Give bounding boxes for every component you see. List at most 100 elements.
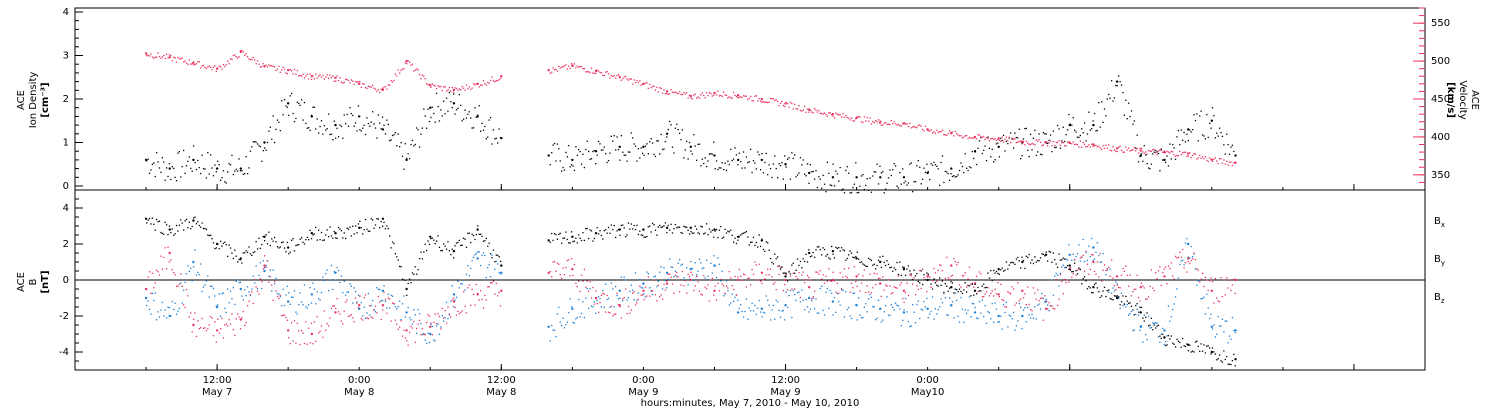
by-series-point: [710, 262, 712, 265]
by-series-point: [633, 299, 635, 301]
velocity-series-point: [222, 64, 225, 66]
velocity-series-point: [437, 85, 439, 87]
bx-series-point: [877, 259, 880, 262]
bx-series-point: [224, 241, 226, 243]
bx-series-point: [184, 220, 186, 222]
bx-series-point: [499, 260, 502, 263]
density-series-point: [831, 184, 833, 187]
bz-series-point: [563, 274, 566, 276]
by-series-point: [575, 318, 577, 320]
density-series-point: [958, 169, 961, 172]
by-series-point: [1066, 259, 1069, 261]
density-series-point: [714, 168, 716, 170]
density-series-point: [822, 174, 824, 177]
bz-series-point: [954, 260, 956, 263]
velocity-series-point: [698, 97, 701, 99]
bx-series-point: [379, 227, 381, 229]
bx-series-point: [801, 267, 803, 269]
by-series-point: [1218, 325, 1221, 327]
velocity-series-point: [616, 74, 618, 77]
bz-series-point: [883, 289, 885, 291]
density-series-point: [1076, 136, 1079, 138]
bz-series-point: [499, 305, 502, 307]
velocity-series-point: [1152, 149, 1154, 151]
velocity-series-point: [1002, 141, 1005, 143]
velocity-series-point: [812, 112, 814, 114]
bz-series-point: [906, 282, 908, 284]
bx-series-point: [745, 230, 748, 233]
bz-series-point: [455, 314, 458, 316]
bx-series-point: [178, 224, 181, 226]
velocity-series-point: [899, 124, 901, 127]
bx-series-point: [808, 249, 810, 251]
by-series-point: [887, 314, 890, 316]
bz-series-point: [494, 293, 496, 295]
density-series-point: [251, 146, 253, 148]
density-series-point: [1135, 147, 1137, 149]
velocity-series-point: [1176, 154, 1178, 157]
bx-series-point: [630, 223, 632, 225]
density-series-point: [1152, 153, 1154, 155]
density-series-point: [316, 118, 318, 120]
by-series-point: [428, 341, 431, 344]
density-series-point: [195, 168, 198, 171]
density-series-point: [147, 158, 149, 160]
bz-series-point: [1128, 285, 1130, 287]
velocity-series-point: [1204, 156, 1207, 158]
by-series-point: [866, 311, 868, 313]
bz-series-point: [953, 257, 955, 260]
velocity-series-point: [228, 62, 230, 65]
velocity-series-point: [259, 66, 262, 68]
bz-series-data-point: [500, 289, 503, 292]
velocity-series-point: [794, 103, 796, 106]
bx-series-point: [1157, 324, 1160, 326]
bz-series-point: [653, 279, 655, 281]
density-series-point: [694, 145, 696, 147]
by-series-point: [1103, 279, 1106, 281]
bx-series-data-point: [192, 219, 195, 222]
by-series-data-point: [500, 271, 503, 274]
velocity-series-point: [293, 68, 296, 71]
by-series-point: [599, 297, 601, 300]
bx-series-point: [975, 293, 978, 295]
density-series-point: [680, 138, 682, 141]
bx-series-point: [651, 222, 654, 225]
density-series-point: [1126, 118, 1128, 120]
bz-series-point: [1022, 297, 1025, 299]
density-series-point: [337, 136, 340, 138]
density-series-point: [266, 141, 269, 144]
bx-series-point: [626, 234, 628, 236]
by-series-point: [168, 306, 171, 309]
velocity-series-point: [731, 97, 733, 99]
bz-series-point: [838, 292, 840, 294]
by-series-point: [377, 288, 379, 291]
velocity-series-point: [333, 80, 335, 82]
bz-series-point: [460, 311, 462, 313]
velocity-series-point: [308, 78, 310, 80]
bz-series-point: [1230, 289, 1232, 292]
by-series-point: [644, 296, 647, 298]
bx-series-data-point: [594, 232, 598, 235]
bz-series-point: [447, 306, 449, 308]
bx-series-point: [1092, 292, 1094, 294]
velocity-series-data-point: [286, 68, 290, 72]
density-series-point: [242, 173, 244, 175]
velocity-series-point: [580, 65, 583, 68]
bx-series-point: [1126, 300, 1128, 302]
velocity-series-point: [1120, 149, 1123, 151]
density-series-point: [1207, 136, 1209, 139]
bz-series-point: [1015, 302, 1018, 304]
bz-series-point: [192, 318, 195, 321]
by-series-point: [242, 299, 244, 301]
bz-series-point: [988, 295, 991, 297]
bx-series-point: [453, 257, 455, 259]
bz-series-point: [1155, 272, 1157, 274]
bx-series-point: [329, 226, 331, 228]
bx-series-point: [887, 263, 890, 266]
by-series-point: [758, 299, 760, 302]
velocity-series-point: [464, 89, 466, 91]
density-series-point: [370, 121, 372, 123]
density-series-point: [352, 114, 354, 117]
by-series-point: [919, 317, 921, 320]
bz-series-point: [1101, 280, 1103, 282]
